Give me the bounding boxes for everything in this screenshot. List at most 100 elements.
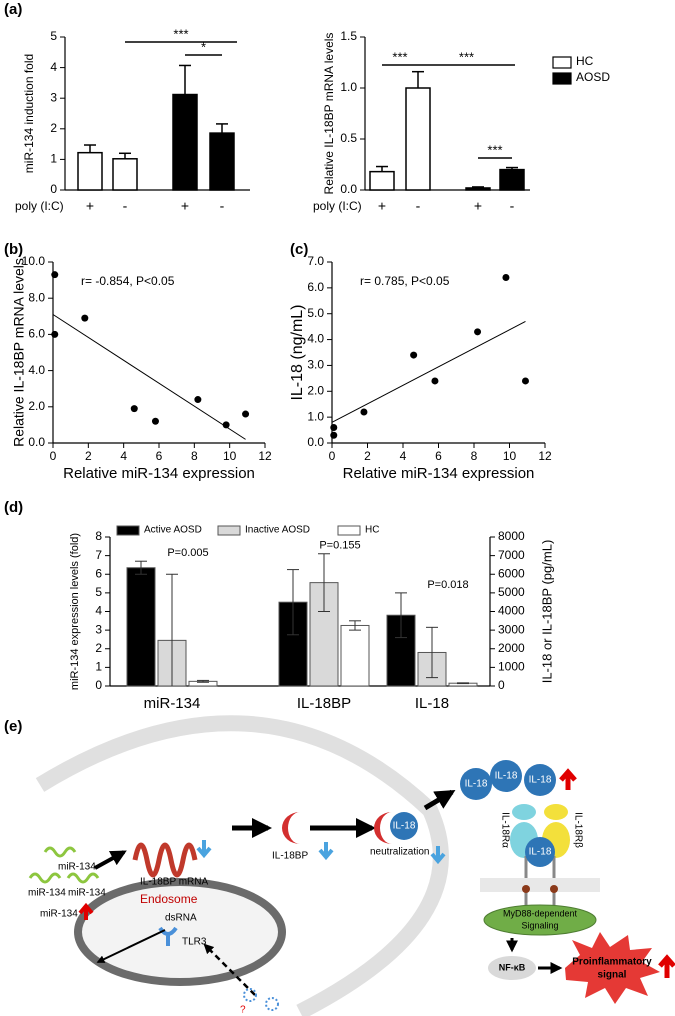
mirna-label: miR-134 (68, 888, 106, 899)
receptor-alpha-label: IL-18Rα (499, 812, 510, 848)
legend-label: HC (576, 54, 594, 68)
il18-label: IL-18 (393, 821, 416, 832)
tick-label: 1000 (498, 660, 525, 674)
il18bp-label: IL-18BP (272, 851, 308, 862)
point (194, 396, 202, 404)
myd88 (483, 904, 597, 936)
x-axis-label: Relative miR-134 expression (63, 465, 255, 482)
bar (77, 151, 103, 191)
tick-label: 2 (364, 449, 371, 463)
tick-label: 10 (223, 449, 237, 463)
point (51, 271, 59, 279)
significance-label: *** (392, 49, 407, 64)
significance-label: *** (173, 26, 188, 41)
mrna-icon (132, 842, 198, 878)
legend-label: Active AOSD (144, 525, 202, 536)
point (431, 377, 439, 385)
tick-label: 5.0 (307, 306, 324, 320)
point (151, 417, 159, 425)
fit-line (52, 314, 246, 440)
axis-label: IL-18 (ng/mL) (289, 304, 306, 400)
tick-label: 8.0 (28, 290, 45, 304)
mirna-icon (66, 872, 100, 884)
tick-label: 0.0 (340, 182, 357, 196)
tick-label: 5000 (498, 585, 525, 599)
tick-label: 7.0 (307, 254, 324, 268)
tick-label: 5 (95, 585, 102, 599)
arrow (203, 943, 256, 996)
il18bp-icon (282, 812, 300, 844)
legend-swatch (552, 56, 572, 69)
x-tick-label: + (181, 198, 189, 214)
il18-label: IL-18 (529, 847, 552, 858)
tick-label: 3 (50, 90, 57, 104)
x-axis-label: Relative miR-134 expression (343, 465, 535, 482)
tick-label: 2 (85, 449, 92, 463)
x-axis-label: poly (I:C) (15, 199, 64, 213)
point (81, 314, 89, 322)
myd88-label: MyD88-dependent (503, 908, 578, 918)
tick-label: 6 (156, 449, 163, 463)
bar (209, 132, 235, 191)
tick-label: 1.0 (307, 409, 324, 423)
point (410, 351, 418, 359)
down-arrow (318, 842, 334, 861)
tick-label: 1.5 (340, 29, 357, 43)
mrna-label: IL-18BP mRNA (140, 877, 209, 888)
significance-label: *** (487, 142, 502, 157)
legend-swatch (217, 525, 241, 536)
tick-label: 0.0 (28, 435, 45, 449)
proinflammatory-star (565, 932, 660, 1004)
tick-label: 2000 (498, 641, 525, 655)
bar (340, 624, 370, 687)
tick-label: 2.0 (307, 383, 324, 397)
x-axis-label: poly (I:C) (313, 199, 362, 213)
bar (126, 567, 156, 687)
il18-icon (490, 760, 522, 792)
axis-label: miR-134 expression levels (fold) (69, 533, 81, 690)
proinflammatory-label: Proinflammatory (572, 957, 652, 968)
panel-label: (c) (290, 241, 308, 258)
tick-label: 4 (400, 449, 407, 463)
tick-label: 4 (50, 60, 57, 74)
point (130, 405, 138, 413)
mirna-label: miR-134 (28, 888, 66, 899)
cell-membrane (35, 715, 449, 1016)
arrow (423, 789, 456, 811)
proinflammatory-label: signal (598, 970, 627, 981)
il18-icon (525, 837, 555, 867)
point (521, 377, 529, 385)
nfkb-label: NF-κB (499, 962, 526, 972)
x-tick-label: - (123, 198, 128, 214)
tick-label: 7000 (498, 548, 525, 562)
legend-label: AOSD (576, 70, 610, 84)
point (51, 330, 59, 338)
down-arrow (196, 840, 212, 859)
tick-label: 12 (538, 449, 552, 463)
point (222, 421, 230, 429)
annotation: r= -0.854, P<0.05 (81, 274, 175, 288)
arrow (96, 929, 166, 963)
phospho (550, 885, 558, 893)
x-tick-label: + (378, 198, 386, 214)
p-value: P=0.018 (427, 579, 468, 591)
point (474, 328, 482, 336)
tick-label: 1.0 (340, 80, 357, 94)
tick-label: 6 (95, 566, 102, 580)
tick-label: 0.5 (340, 131, 357, 145)
significance-label: *** (459, 49, 474, 64)
tick-label: 7 (95, 548, 102, 562)
axis-label: Relative IL-18BP mRNA levels (322, 33, 336, 195)
tlr3-label: TLR3 (182, 937, 207, 948)
tick-label: 4.0 (28, 363, 45, 377)
receptor (512, 804, 536, 820)
legend-swatch (337, 525, 361, 536)
neutralization-label: neutralization (370, 847, 429, 858)
tlr3-icon (158, 926, 178, 946)
bar (172, 93, 198, 191)
tick-label: 10.0 (22, 254, 46, 268)
tick-label: 6000 (498, 566, 525, 580)
arrow (94, 850, 127, 870)
panel-label: (e) (4, 718, 22, 735)
mirna-icon (28, 872, 62, 884)
